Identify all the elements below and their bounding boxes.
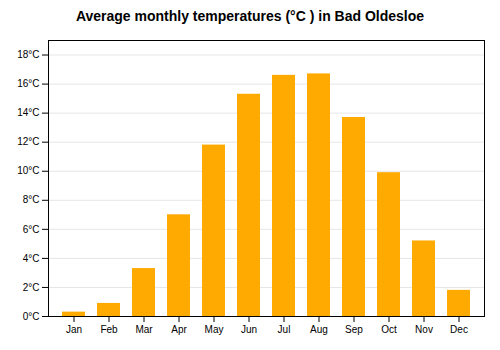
svg-text:18°C: 18°C <box>17 49 39 60</box>
svg-text:Jan: Jan <box>66 324 82 335</box>
svg-text:14°C: 14°C <box>17 107 39 118</box>
svg-text:10°C: 10°C <box>17 165 39 176</box>
html-text:Average monthly temperatures (: Average monthly temperatures (°C ) in Ba… <box>75 8 425 24</box>
svg-text:Feb: Feb <box>100 324 118 335</box>
svg-text:Jul: Jul <box>278 324 291 335</box>
svg-text:4°C: 4°C <box>23 253 40 264</box>
svg-text:Sep: Sep <box>345 324 363 335</box>
svg-text:Jun: Jun <box>241 324 257 335</box>
svg-text:6°C: 6°C <box>23 224 40 235</box>
svg-text:Nov: Nov <box>415 324 433 335</box>
svg-text:Apr: Apr <box>171 324 187 335</box>
svg-text:May: May <box>205 324 224 335</box>
svg-text:Mar: Mar <box>135 324 153 335</box>
svg-text:16°C: 16°C <box>17 78 39 89</box>
svg-text:Aug: Aug <box>310 324 328 335</box>
svg-text:0°C: 0°C <box>23 311 40 322</box>
svg-text:2°C: 2°C <box>23 282 40 293</box>
svg-text:8°C: 8°C <box>23 194 40 205</box>
svg-text:Dec: Dec <box>450 324 468 335</box>
svg-text:Oct: Oct <box>381 324 397 335</box>
svg-text:12°C: 12°C <box>17 136 39 147</box>
